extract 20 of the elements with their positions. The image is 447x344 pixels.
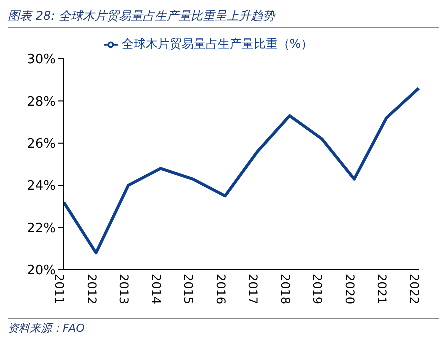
x-tick-label: 2017 xyxy=(246,274,260,305)
chart-title: 图表 28: 全球木片贸易量占生产量比重呈上升趋势 xyxy=(8,8,439,28)
x-tick-label: 2013 xyxy=(117,274,132,305)
y-tick-label: 30% xyxy=(27,52,56,68)
x-tick-label: 2015 xyxy=(182,274,196,305)
legend-label: 全球木片贸易量占生产量比重（%） xyxy=(122,37,314,51)
x-tick-label: 2021 xyxy=(375,274,390,305)
y-tick-label: 24% xyxy=(27,179,56,194)
y-tick-label: 26% xyxy=(27,137,56,152)
y-tick-label: 22% xyxy=(27,221,56,236)
x-tick-label: 2012 xyxy=(84,274,99,305)
x-tick-label: 2018 xyxy=(278,274,292,305)
y-tick-label: 28% xyxy=(27,94,56,110)
line-series xyxy=(62,87,420,255)
text: 资料来源：FAO xyxy=(8,318,439,336)
x-tick-label: 2016 xyxy=(214,274,228,305)
x-tick-label: 2020 xyxy=(342,274,357,305)
x-tick-label: 2022 xyxy=(407,274,422,305)
x-tick-label: 2014 xyxy=(149,274,164,305)
x-tick-label: 2019 xyxy=(310,274,325,305)
